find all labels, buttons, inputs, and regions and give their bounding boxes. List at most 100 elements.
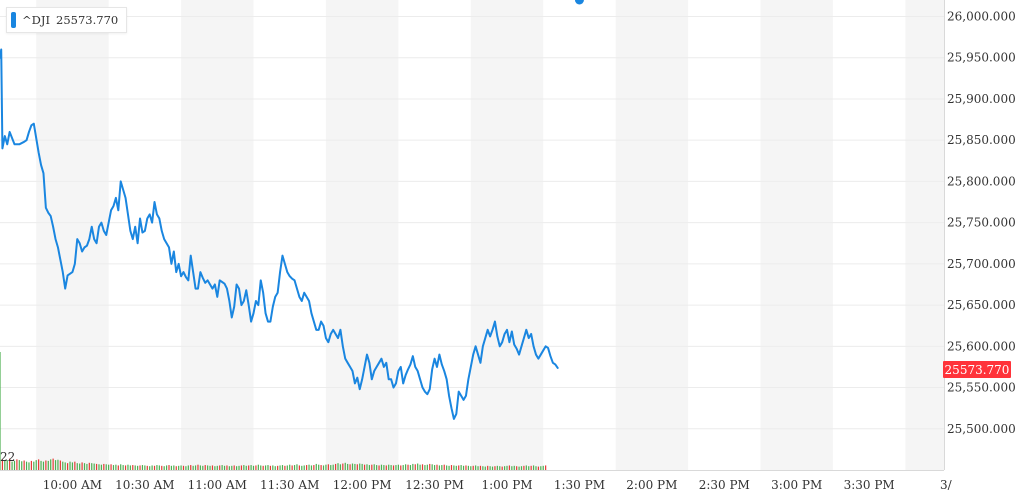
- volume-bar: [441, 465, 442, 470]
- x-tick-label: 1:00 PM: [481, 478, 532, 492]
- volume-bar: [492, 467, 493, 470]
- volume-bar: [518, 467, 519, 470]
- volume-bar: [531, 466, 532, 470]
- series-legend[interactable]: ^DJI 25573.770: [6, 7, 127, 33]
- volume-bar: [306, 465, 307, 470]
- volume-bar: [308, 465, 309, 470]
- volume-bar: [260, 465, 261, 470]
- volume-bar: [473, 466, 474, 470]
- volume-bar: [137, 466, 138, 470]
- volume-bar: [241, 465, 242, 470]
- volume-bar: [376, 465, 377, 470]
- x-tick-label: 3:30 PM: [844, 478, 895, 492]
- time-band: [181, 0, 253, 470]
- volume-bar: [72, 462, 73, 470]
- volume-bar: [229, 466, 230, 470]
- volume-bar: [506, 466, 507, 470]
- legend-symbol: ^DJI: [22, 13, 50, 27]
- time-band: [471, 0, 543, 470]
- volume-bar: [446, 465, 447, 470]
- volume-bar: [57, 460, 58, 470]
- volume-bar: [287, 465, 288, 470]
- volume-bar: [448, 466, 449, 470]
- volume-bar: [514, 466, 515, 470]
- volume-bar: [152, 465, 153, 470]
- volume-bar: [451, 465, 452, 470]
- volume-bar: [333, 465, 334, 470]
- y-tick-label: 25,850.000: [947, 133, 1015, 147]
- volume-bar: [521, 466, 522, 470]
- volume-bar: [292, 465, 293, 470]
- volume-bar: [480, 466, 481, 470]
- volume-bar: [299, 465, 300, 470]
- volume-bar: [523, 466, 524, 470]
- volume-bar: [323, 465, 324, 470]
- volume-bar: [277, 466, 278, 470]
- volume-bar: [342, 464, 343, 470]
- volume-bar: [231, 466, 232, 470]
- series-color-swatch: [11, 12, 16, 28]
- volume-bar: [135, 465, 136, 470]
- volume-bar: [504, 466, 505, 470]
- volume-bar: [383, 465, 384, 470]
- volume-bar: [139, 465, 140, 470]
- y-tick-label: 25,750.000: [947, 216, 1015, 230]
- volume-bar: [26, 462, 27, 470]
- volume-bar: [270, 466, 271, 470]
- volume-bar: [412, 464, 413, 470]
- volume-bar: [321, 465, 322, 470]
- volume-bar: [325, 465, 326, 470]
- price-tag: 25573.770: [943, 361, 1011, 378]
- y-tick-label: 25,700.000: [947, 257, 1015, 271]
- volume-bar: [166, 465, 167, 470]
- volume-bar: [494, 466, 495, 470]
- volume-bar: [246, 466, 247, 470]
- x-tick-label: 12:30 PM: [405, 478, 464, 492]
- volume-bar: [263, 466, 264, 470]
- time-band: [905, 0, 944, 470]
- volume-bar: [429, 464, 430, 470]
- y-tick-label: 25,500.000: [947, 422, 1015, 436]
- volume-bar: [53, 459, 54, 470]
- volume-bar: [444, 465, 445, 470]
- volume-bar: [417, 464, 418, 470]
- volume-bar: [304, 465, 305, 470]
- volume-bar: [142, 465, 143, 470]
- volume-bar: [424, 465, 425, 470]
- volume-bar: [74, 462, 75, 470]
- volume-bar: [482, 466, 483, 470]
- volume-bar: [279, 465, 280, 470]
- legend-value: 25573.770: [56, 13, 118, 27]
- y-tick-label: 25,950.000: [947, 51, 1015, 65]
- volume-bar: [381, 465, 382, 470]
- volume-bar: [282, 465, 283, 470]
- volume-bar: [284, 466, 285, 470]
- volume-bar: [130, 465, 131, 470]
- volume-bar: [103, 464, 104, 470]
- volume-bar: [485, 467, 486, 470]
- volume-bar: [207, 465, 208, 470]
- volume-bar: [434, 465, 435, 470]
- volume-bar: [395, 465, 396, 470]
- volume-bar: [234, 465, 235, 470]
- volume-bar: [236, 466, 237, 470]
- volume-bar: [289, 465, 290, 470]
- volume-bar: [159, 465, 160, 470]
- volume-bar: [509, 465, 510, 470]
- volume-bar: [497, 466, 498, 470]
- volume-bar: [214, 466, 215, 470]
- volume-bar: [50, 459, 51, 470]
- volume-bar: [67, 463, 68, 470]
- volume-bar: [195, 465, 196, 470]
- volume-bar: [40, 461, 41, 470]
- volume-bar: [316, 464, 317, 470]
- volume-bar: [415, 464, 416, 470]
- volume-bar: [31, 461, 32, 470]
- volume-bar: [123, 465, 124, 470]
- last-price-dot: [575, 0, 584, 5]
- x-tick-label: 10:00 AM: [43, 478, 102, 492]
- volume-bar: [69, 462, 70, 470]
- volume-bar: [516, 466, 517, 470]
